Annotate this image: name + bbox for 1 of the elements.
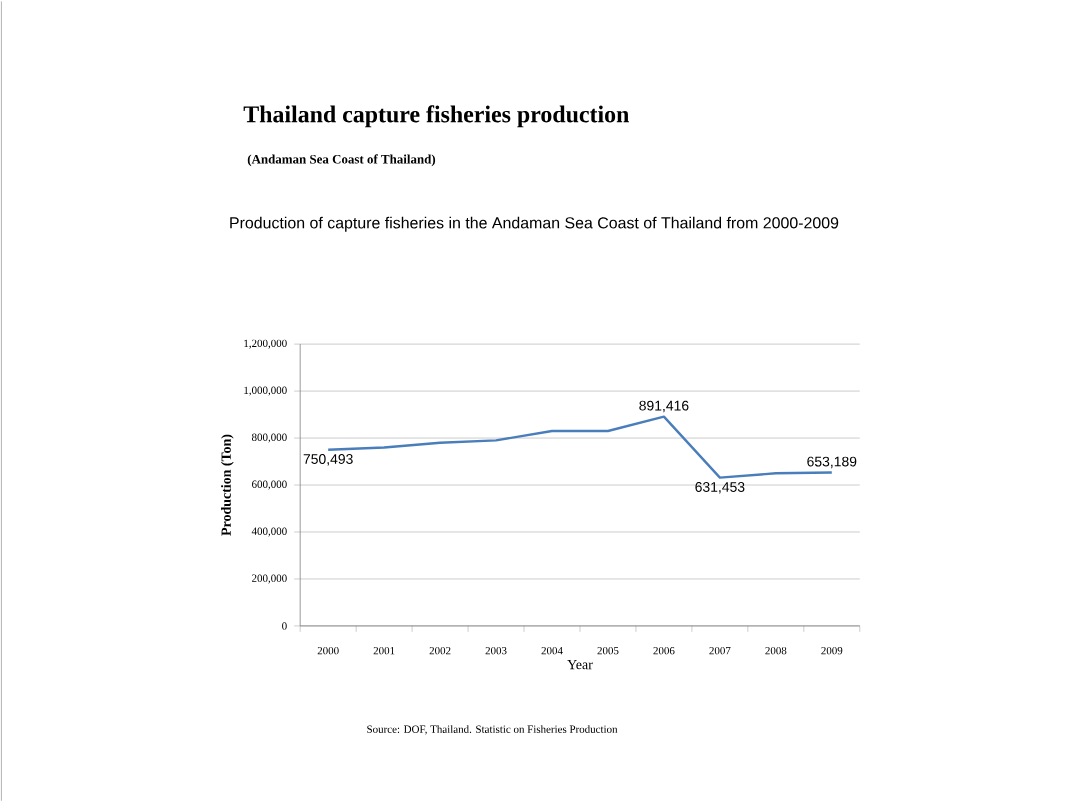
chart-title: Thailand capture fisheries production — [243, 105, 630, 128]
